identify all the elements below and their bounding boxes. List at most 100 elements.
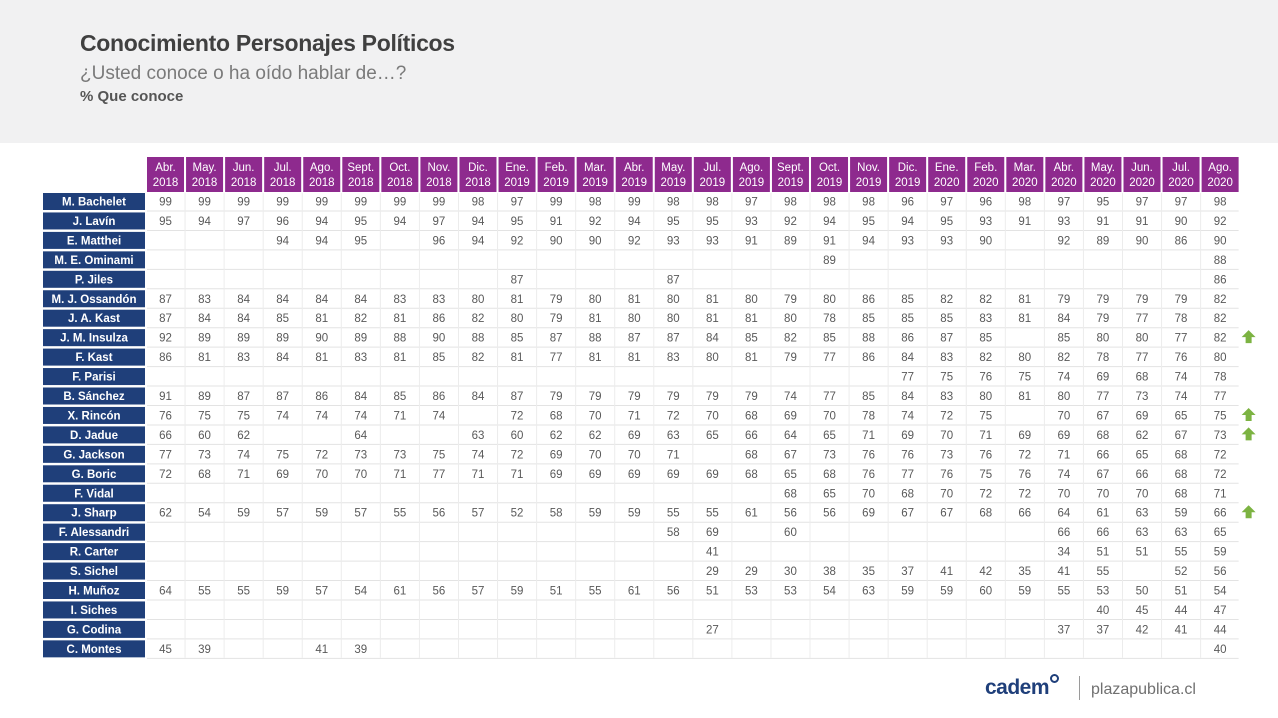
- data-cell: 44: [1214, 624, 1227, 636]
- row-label: H. Muñoz: [68, 586, 119, 598]
- data-cell: 81: [745, 352, 758, 364]
- data-cell: 81: [1018, 294, 1031, 306]
- data-cell: 69: [1018, 430, 1031, 442]
- data-cell: 84: [354, 294, 367, 306]
- data-cell: 45: [1136, 605, 1149, 617]
- data-cell: 63: [862, 586, 875, 598]
- column-header-bg: [303, 157, 341, 192]
- data-cell: 39: [354, 644, 367, 656]
- data-cell: 68: [1097, 430, 1110, 442]
- data-cell: 81: [315, 352, 328, 364]
- data-cell: 67: [1097, 469, 1110, 481]
- data-cell: 41: [1175, 624, 1188, 636]
- data-cell: 77: [901, 372, 914, 384]
- data-cell: 71: [237, 469, 250, 481]
- column-header-bg: [850, 157, 888, 192]
- data-cell: 92: [159, 333, 172, 345]
- data-cell: 83: [940, 391, 953, 403]
- data-cell: 85: [901, 313, 914, 325]
- data-cell: 99: [354, 197, 367, 209]
- data-cell: 70: [862, 488, 875, 500]
- row-label: P. Jiles: [75, 274, 113, 286]
- data-cell: 79: [628, 391, 641, 403]
- column-header-month: Ago.: [1208, 162, 1232, 174]
- data-cell: 91: [1097, 216, 1110, 228]
- column-header-bg: [1006, 157, 1044, 192]
- data-cell: 60: [511, 430, 524, 442]
- data-cell: 59: [1018, 586, 1031, 598]
- data-cell: 96: [979, 197, 992, 209]
- data-cell: 84: [237, 294, 250, 306]
- data-cell: 76: [862, 449, 875, 461]
- data-cell: 82: [979, 294, 992, 306]
- data-cell: 98: [472, 197, 485, 209]
- data-cell: 99: [433, 197, 446, 209]
- column-header-bg: [459, 157, 497, 192]
- data-cell: 80: [628, 313, 641, 325]
- data-cell: 79: [667, 391, 680, 403]
- data-cell: 51: [550, 586, 563, 598]
- data-cell: 90: [550, 235, 563, 247]
- data-cell: 64: [1057, 508, 1070, 520]
- column-header-year: 2019: [660, 177, 686, 189]
- data-cell: 40: [1214, 644, 1227, 656]
- data-cell: 81: [315, 313, 328, 325]
- data-cell: 99: [628, 197, 641, 209]
- data-cell: 92: [628, 235, 641, 247]
- data-cell: 92: [589, 216, 602, 228]
- data-cell: 77: [433, 469, 446, 481]
- column-header-year: 2018: [309, 177, 335, 189]
- data-cell: 68: [745, 410, 758, 422]
- data-cell: 69: [628, 430, 641, 442]
- data-cell: 68: [1175, 469, 1188, 481]
- data-cell: 87: [940, 333, 953, 345]
- data-cell: 68: [1136, 372, 1149, 384]
- column-header-year: 2019: [739, 177, 765, 189]
- data-cell: 38: [823, 566, 836, 578]
- row-label-bg: [43, 212, 145, 230]
- data-cell: 99: [276, 197, 289, 209]
- data-cell: 70: [1136, 488, 1149, 500]
- data-cell: 80: [1018, 352, 1031, 364]
- data-cell: 88: [862, 333, 875, 345]
- data-cell: 84: [276, 294, 289, 306]
- data-cell: 65: [1175, 410, 1188, 422]
- data-cell: 71: [667, 449, 680, 461]
- column-header-month: Sept.: [777, 162, 804, 174]
- data-cell: 98: [1214, 197, 1227, 209]
- data-cell: 54: [354, 586, 367, 598]
- column-header-bg: [576, 157, 614, 192]
- data-cell: 85: [1057, 333, 1070, 345]
- data-cell: 63: [1175, 527, 1188, 539]
- data-cell: 80: [1097, 333, 1110, 345]
- data-cell: 84: [1057, 313, 1070, 325]
- data-cell: 75: [979, 469, 992, 481]
- row-label-bg: [43, 582, 145, 599]
- data-cell: 56: [667, 586, 680, 598]
- row-label: J. Sharp: [71, 508, 116, 520]
- data-cell: 84: [198, 313, 211, 325]
- data-cell: 65: [784, 469, 797, 481]
- data-cell: 77: [1097, 391, 1110, 403]
- data-cell: 76: [901, 449, 914, 461]
- data-cell: 83: [433, 294, 446, 306]
- data-cell: 86: [862, 294, 875, 306]
- data-cell: 99: [315, 197, 328, 209]
- data-cell: 47: [1214, 605, 1227, 617]
- column-header-year: 2020: [1090, 177, 1116, 189]
- metric-label: % Que conoce: [80, 88, 184, 105]
- data-cell: 99: [237, 197, 250, 209]
- data-cell: 42: [979, 566, 992, 578]
- data-cell: 92: [1057, 235, 1070, 247]
- data-cell: 88: [393, 333, 406, 345]
- data-cell: 59: [589, 508, 602, 520]
- data-cell: 89: [1097, 235, 1110, 247]
- data-cell: 89: [276, 333, 289, 345]
- row-label: B. Sánchez: [63, 391, 125, 403]
- data-cell: 95: [159, 216, 172, 228]
- data-cell: 69: [628, 469, 641, 481]
- row-label: G. Boric: [72, 469, 117, 481]
- data-cell: 80: [979, 391, 992, 403]
- data-cell: 72: [511, 449, 524, 461]
- data-cell: 85: [745, 333, 758, 345]
